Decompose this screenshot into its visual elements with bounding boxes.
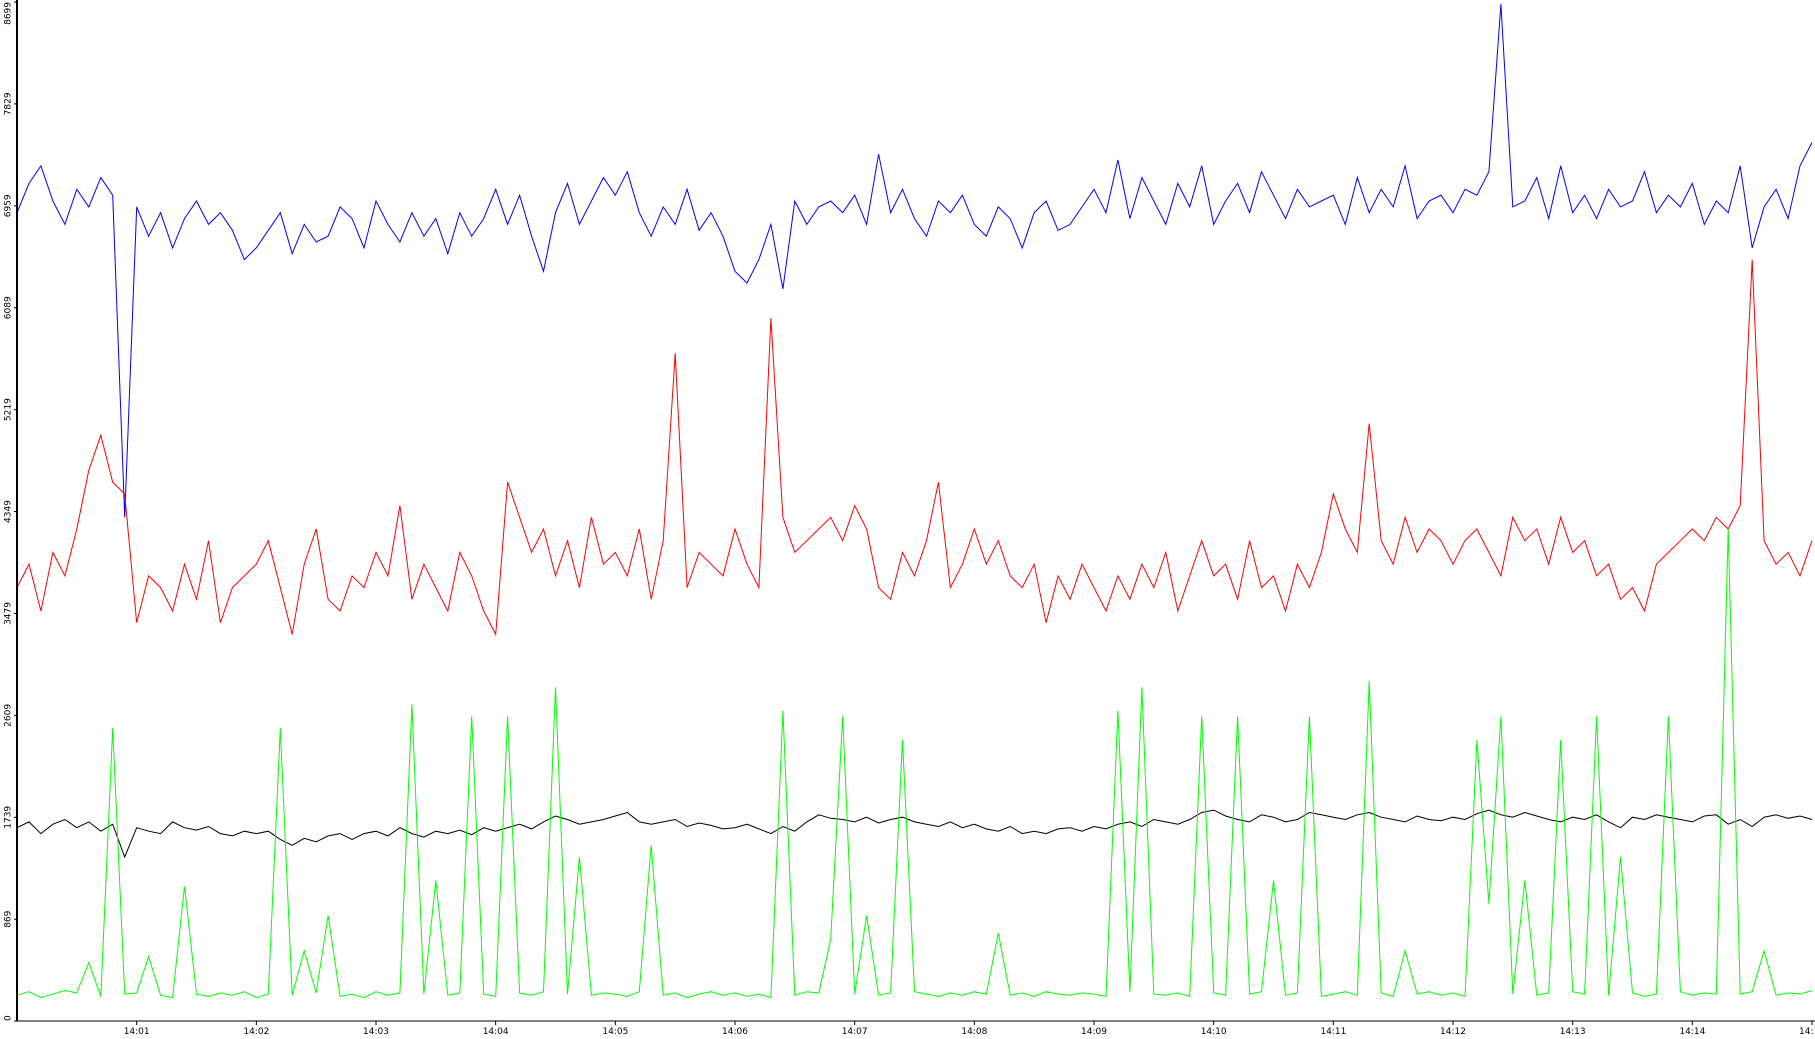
y-tick-label: 6089 [4, 296, 14, 319]
x-tick-label: 14:07 [842, 1027, 868, 1037]
x-tick-label: 14:10 [1201, 1027, 1227, 1037]
x-tick-label: 14:11 [1320, 1027, 1346, 1037]
x-tick-label: 14:13 [1560, 1027, 1586, 1037]
x-tick-label: 14:06 [722, 1027, 748, 1037]
series-line [16, 259, 1813, 637]
x-tick-label: 14:02 [243, 1027, 269, 1037]
y-tick-label: 7829 [4, 92, 14, 115]
x-tick-label: 14:04 [483, 1027, 509, 1037]
x-tick-label: 14:15 [1799, 1027, 1815, 1037]
series-line [16, 528, 1813, 999]
x-tick-label: 14:05 [602, 1027, 628, 1037]
y-tick-label: 4349 [4, 500, 14, 523]
x-tick-label: 14:14 [1679, 1027, 1705, 1037]
y-tick-label: 0 [4, 1015, 14, 1021]
x-tick-label: 14:01 [124, 1027, 150, 1037]
y-tick-label: 1739 [4, 806, 14, 829]
x-tick-label: 14:09 [1081, 1027, 1107, 1037]
y-tick-label: 5219 [4, 398, 14, 421]
series-line [16, 809, 1813, 859]
y-tick-label: 869 [4, 910, 14, 927]
y-tick-label: 8699 [4, 2, 14, 25]
x-tick-label: 14:03 [363, 1027, 389, 1037]
x-tick-label: 14:08 [961, 1027, 987, 1037]
series-line [16, 4, 1813, 518]
y-tick-label: 6959 [4, 194, 14, 217]
x-tick-label: 14:12 [1440, 1027, 1466, 1037]
y-tick-label: 2609 [4, 704, 14, 727]
y-tick-label: 3479 [4, 602, 14, 625]
